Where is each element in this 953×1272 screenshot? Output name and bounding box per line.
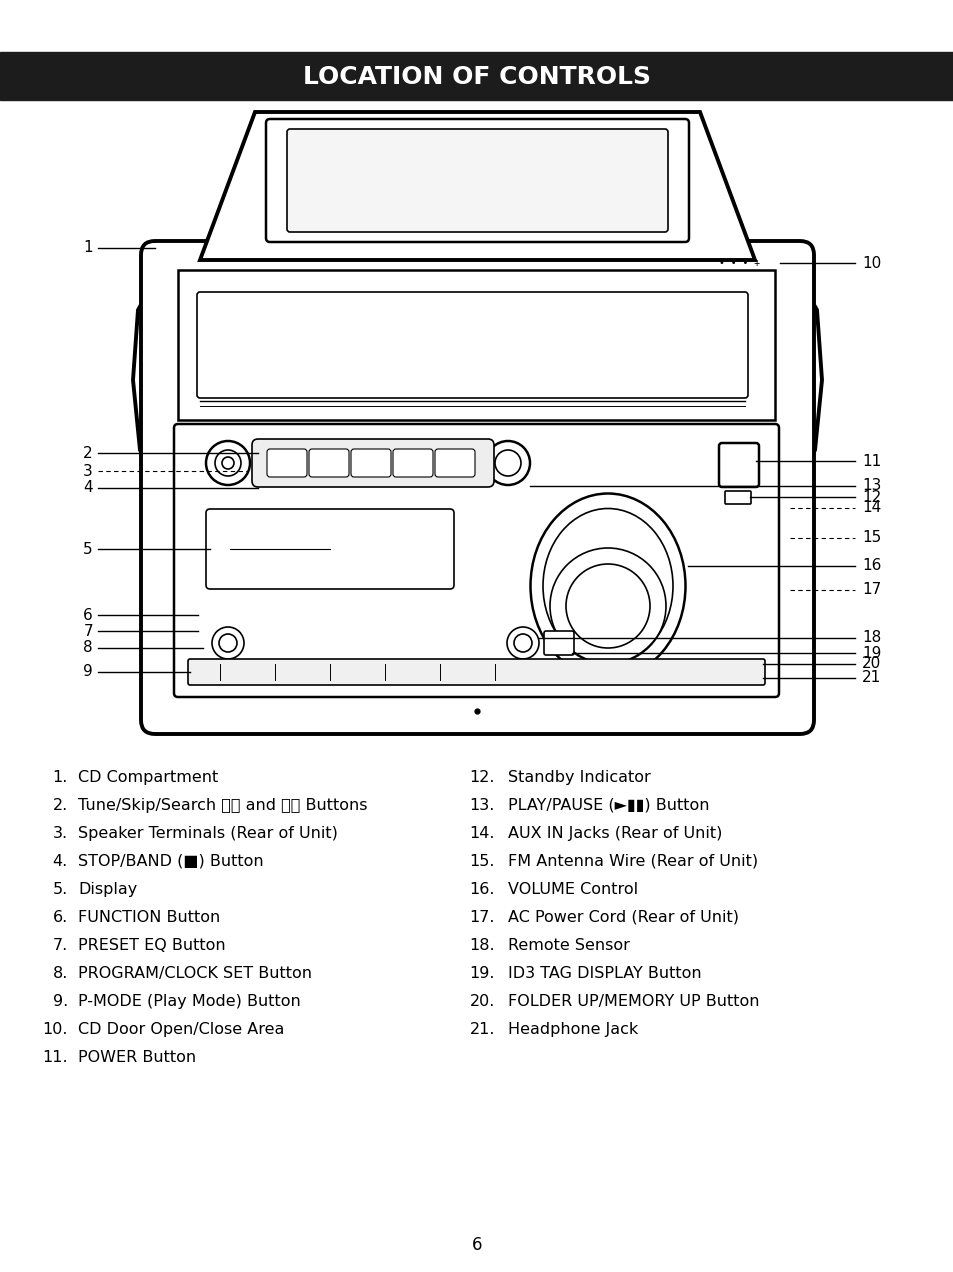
- Text: 4: 4: [83, 481, 92, 496]
- Text: 12: 12: [862, 490, 881, 505]
- Text: AC Power Cord (Rear of Unit): AC Power Cord (Rear of Unit): [507, 909, 739, 925]
- Text: FOLDER UP/MEMORY UP Button: FOLDER UP/MEMORY UP Button: [507, 993, 759, 1009]
- FancyBboxPatch shape: [724, 491, 750, 504]
- Text: 5: 5: [83, 542, 92, 557]
- Text: Speaker Terminals (Rear of Unit): Speaker Terminals (Rear of Unit): [78, 826, 337, 841]
- Text: FUNCTION Button: FUNCTION Button: [78, 909, 220, 925]
- Text: VOLUME Control: VOLUME Control: [507, 881, 638, 897]
- Text: Tune/Skip/Search ⧖⧖ and ⧗⧗ Buttons: Tune/Skip/Search ⧖⧖ and ⧗⧗ Buttons: [78, 798, 367, 813]
- Text: 11.: 11.: [42, 1049, 68, 1065]
- Text: POWER Button: POWER Button: [78, 1049, 196, 1065]
- FancyBboxPatch shape: [178, 270, 774, 420]
- Text: 14.: 14.: [469, 826, 495, 841]
- FancyBboxPatch shape: [719, 443, 759, 487]
- Bar: [0, 52, 953, 100]
- Text: PROGRAM/CLOCK SET Button: PROGRAM/CLOCK SET Button: [78, 965, 312, 981]
- FancyBboxPatch shape: [393, 449, 433, 477]
- Text: FM Antenna Wire (Rear of Unit): FM Antenna Wire (Rear of Unit): [507, 854, 758, 869]
- Text: 13.: 13.: [469, 798, 495, 813]
- Text: 16: 16: [862, 558, 881, 574]
- Text: 8.: 8.: [52, 965, 68, 981]
- Text: 12.: 12.: [469, 770, 495, 785]
- Text: 4.: 4.: [52, 854, 68, 869]
- Text: 10.: 10.: [43, 1021, 68, 1037]
- Text: AUX IN Jacks (Rear of Unit): AUX IN Jacks (Rear of Unit): [507, 826, 721, 841]
- Text: Display: Display: [78, 881, 137, 897]
- Text: Headphone Jack: Headphone Jack: [507, 1021, 638, 1037]
- Text: P-MODE (Play Mode) Button: P-MODE (Play Mode) Button: [78, 993, 300, 1009]
- Text: 19.: 19.: [469, 965, 495, 981]
- Text: 7: 7: [83, 623, 92, 639]
- Text: 8: 8: [83, 641, 92, 655]
- Text: PLAY/PAUSE (►▮▮) Button: PLAY/PAUSE (►▮▮) Button: [507, 798, 709, 813]
- Polygon shape: [800, 280, 821, 480]
- Text: 13: 13: [862, 478, 881, 494]
- FancyBboxPatch shape: [351, 449, 391, 477]
- Text: CD Door Open/Close Area: CD Door Open/Close Area: [78, 1021, 284, 1037]
- Text: 5.: 5.: [52, 881, 68, 897]
- Text: 21: 21: [862, 670, 881, 686]
- Text: PRESET EQ Button: PRESET EQ Button: [78, 937, 226, 953]
- Text: LOCATION OF CONTROLS: LOCATION OF CONTROLS: [303, 65, 650, 89]
- Text: 21.: 21.: [469, 1021, 495, 1037]
- FancyBboxPatch shape: [309, 449, 349, 477]
- Text: 19: 19: [862, 645, 881, 660]
- FancyBboxPatch shape: [287, 128, 667, 232]
- Text: 9: 9: [83, 664, 92, 679]
- Text: 15: 15: [862, 530, 881, 546]
- Polygon shape: [200, 112, 754, 259]
- Text: Remote Sensor: Remote Sensor: [507, 937, 629, 953]
- Text: CD Compartment: CD Compartment: [78, 770, 218, 785]
- Text: 1: 1: [83, 240, 92, 256]
- FancyBboxPatch shape: [435, 449, 475, 477]
- Text: 18: 18: [862, 631, 881, 645]
- Text: 20.: 20.: [469, 993, 495, 1009]
- FancyBboxPatch shape: [173, 424, 779, 697]
- Text: 6.: 6.: [52, 909, 68, 925]
- FancyBboxPatch shape: [266, 120, 688, 242]
- FancyBboxPatch shape: [252, 439, 494, 487]
- FancyBboxPatch shape: [206, 509, 454, 589]
- Text: ID3 TAG DISPLAY Button: ID3 TAG DISPLAY Button: [507, 965, 700, 981]
- Text: • • • +: • • • +: [719, 258, 760, 268]
- FancyBboxPatch shape: [267, 449, 307, 477]
- Text: 20: 20: [862, 656, 881, 672]
- Text: 11: 11: [862, 454, 881, 468]
- Text: 18.: 18.: [469, 937, 495, 953]
- Text: 1.: 1.: [52, 770, 68, 785]
- Text: 3: 3: [83, 463, 92, 478]
- Text: 9.: 9.: [52, 993, 68, 1009]
- FancyBboxPatch shape: [188, 659, 764, 686]
- FancyBboxPatch shape: [141, 240, 813, 734]
- Text: 3.: 3.: [52, 826, 68, 841]
- Text: 7.: 7.: [52, 937, 68, 953]
- Text: 17.: 17.: [469, 909, 495, 925]
- Text: STOP/BAND (■) Button: STOP/BAND (■) Button: [78, 854, 263, 869]
- Polygon shape: [132, 280, 154, 480]
- FancyBboxPatch shape: [543, 631, 574, 655]
- Text: 6: 6: [83, 608, 92, 622]
- Text: 6: 6: [471, 1236, 482, 1254]
- FancyBboxPatch shape: [196, 293, 747, 398]
- Text: 17: 17: [862, 583, 881, 598]
- Text: 2: 2: [83, 445, 92, 460]
- Text: 10: 10: [862, 256, 881, 271]
- Text: 14: 14: [862, 500, 881, 515]
- Text: 16.: 16.: [469, 881, 495, 897]
- Text: 15.: 15.: [469, 854, 495, 869]
- Text: 2.: 2.: [52, 798, 68, 813]
- Text: Standby Indicator: Standby Indicator: [507, 770, 650, 785]
